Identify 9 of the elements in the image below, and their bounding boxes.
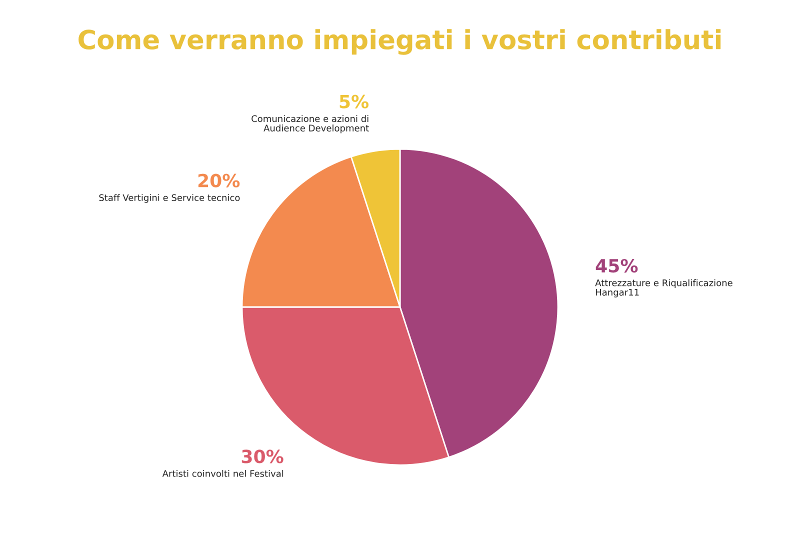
chart-title: Come verranno impiegati i vostri contributi	[78, 29, 721, 55]
data-label: 45%	[596, 258, 638, 273]
slice-label: Staff Vertigini e Service tecnico	[99, 194, 240, 203]
slice-label: Artisti coinvolti nel Festival	[162, 470, 284, 477]
slice-label: Comunicazione e azioni di Audience Development	[252, 115, 369, 134]
data-label: 20%	[198, 174, 240, 188]
data-label: 5%	[340, 94, 369, 108]
data-label: 30%	[242, 450, 284, 464]
slice-label: Attrezzature e Riqualificazione Hangar11	[595, 279, 732, 298]
